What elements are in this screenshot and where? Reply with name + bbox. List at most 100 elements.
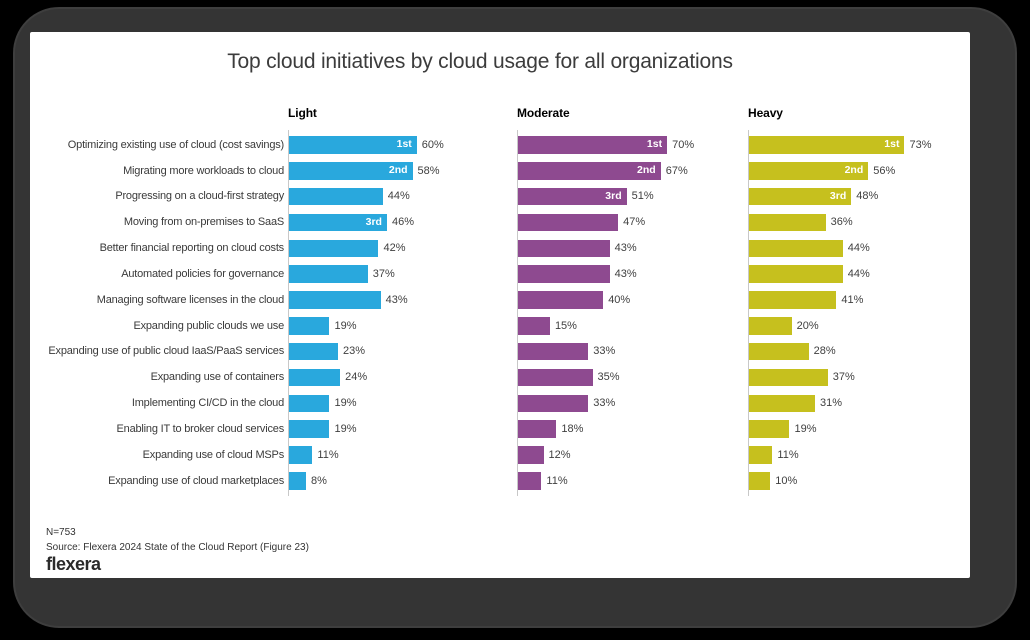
bar-light: [289, 291, 381, 309]
category-label: Better financial reporting on cloud cost…: [99, 242, 285, 255]
bar-light: [289, 472, 307, 490]
bar-light: [289, 265, 368, 283]
value-label: 46%: [391, 216, 414, 229]
value-label: 12%: [548, 448, 571, 461]
value-label: 33%: [593, 397, 616, 410]
bar-heavy: [749, 394, 816, 413]
axis-line-heavy: [748, 130, 749, 496]
column-header-heavy: Heavy: [748, 106, 783, 120]
bar-light: [289, 187, 383, 206]
bar-heavy: [749, 472, 771, 490]
value-label: 23%: [342, 345, 366, 358]
bar-heavy: 2nd: [749, 162, 869, 180]
rank-badge: 1st: [646, 138, 663, 151]
bar-light: [289, 239, 379, 258]
chart-row: Managing software licenses in the cloud 4…: [30, 291, 970, 317]
chart-row: Expanding use of containers 24% 35% 37%: [30, 368, 970, 394]
category-label: Implementing CI/CD in the cloud: [131, 397, 284, 410]
bar-moderate: [518, 472, 542, 490]
chart-row: Optimizing existing use of cloud (cost s…: [30, 136, 970, 162]
value-label: 19%: [334, 422, 357, 435]
value-label: 43%: [614, 242, 637, 255]
rank-badge: 3rd: [365, 215, 382, 228]
rank-badge: 1st: [884, 138, 900, 151]
bar-heavy: [749, 213, 826, 232]
category-label: Expanding use of cloud MSPs: [142, 448, 285, 461]
bar-light: [289, 420, 330, 438]
value-label: 40%: [608, 293, 631, 306]
bar-moderate: [518, 394, 589, 413]
axis-line-light: [288, 130, 289, 496]
value-label: 8%: [311, 474, 327, 487]
rank-badge: 1st: [396, 138, 412, 151]
value-label: 11%: [317, 448, 339, 461]
bar-light: 1st: [289, 136, 417, 154]
report-slide: Top cloud initiatives by cloud usage for…: [30, 32, 970, 578]
axis-line-moderate: [517, 130, 518, 496]
value-label: 56%: [873, 164, 896, 177]
flexera-logo: flexera: [46, 554, 101, 574]
category-label: Optimizing existing use of cloud (cost s…: [67, 138, 284, 151]
source-note: Source: Flexera 2024 State of the Cloud …: [46, 542, 309, 553]
category-label: Progressing on a cloud-first strategy: [115, 190, 284, 203]
chart-row: Expanding public clouds we use 19% 15% 20%: [30, 317, 970, 343]
value-label: 11%: [777, 448, 799, 461]
value-label: 41%: [841, 293, 864, 306]
chart-row: Progressing on a cloud-first strategy 44%…: [30, 187, 970, 213]
value-label: 37%: [832, 371, 855, 384]
bar-moderate: [518, 420, 557, 438]
category-label: Expanding use of public cloud IaaS/PaaS …: [48, 345, 284, 358]
bar-light: [289, 342, 338, 361]
value-label: 37%: [372, 267, 395, 280]
bar-moderate: [518, 213, 619, 232]
value-label: 43%: [385, 293, 408, 306]
value-label: 31%: [820, 397, 843, 410]
value-label: 51%: [631, 190, 654, 203]
value-label: 58%: [417, 164, 440, 177]
category-label: Expanding use of cloud marketplaces: [108, 474, 284, 487]
value-label: 10%: [775, 474, 798, 487]
value-label: 44%: [847, 242, 870, 255]
bar-heavy: [749, 342, 809, 361]
category-label: Enabling IT to broker cloud services: [116, 422, 285, 435]
category-label: Managing software licenses in the cloud: [96, 293, 284, 306]
value-label: 33%: [593, 345, 616, 358]
bar-heavy: [749, 368, 828, 387]
bar-light: 2nd: [289, 162, 413, 180]
value-label: 18%: [561, 422, 584, 435]
value-label: 15%: [554, 319, 577, 332]
bar-moderate: [518, 368, 593, 387]
value-label: 11%: [546, 474, 568, 487]
chart-title: Top cloud initiatives by cloud usage for…: [227, 50, 733, 73]
value-label: 28%: [813, 345, 836, 358]
value-label: 44%: [387, 190, 410, 203]
bar-light: [289, 368, 341, 387]
category-label: Moving from on-premises to SaaS: [123, 216, 284, 229]
value-label: 44%: [847, 267, 870, 280]
bar-heavy: [749, 317, 792, 335]
bar-moderate: [518, 291, 604, 309]
bar-heavy: [749, 239, 843, 258]
value-label: 36%: [830, 216, 853, 229]
bar-moderate: 1st: [518, 136, 668, 154]
chart-row: Expanding use of cloud MSPs 11% 12% 11%: [30, 446, 970, 472]
chart-row: Expanding use of cloud marketplaces 8% 11%…: [30, 472, 970, 498]
rank-badge: 3rd: [829, 189, 847, 202]
category-label: Migrating more workloads to cloud: [123, 164, 284, 177]
chart-row: Expanding use of public cloud IaaS/PaaS …: [30, 342, 970, 368]
value-label: 19%: [794, 422, 817, 435]
rank-badge: 2nd: [844, 164, 864, 177]
bar-heavy: [749, 420, 790, 438]
bar-light: 3rd: [289, 213, 387, 232]
value-label: 19%: [334, 319, 357, 332]
category-label: Automated policies for governance: [121, 267, 284, 280]
value-label: 43%: [614, 267, 637, 280]
value-label: 60%: [421, 138, 444, 151]
category-label: Expanding public clouds we use: [133, 319, 284, 332]
value-label: 48%: [856, 190, 879, 203]
chart-row: Migrating more workloads to cloud 2nd 58% 2…: [30, 162, 970, 188]
chart-row: Enabling IT to broker cloud services 19% 1…: [30, 420, 970, 446]
chart-rows: Optimizing existing use of cloud (cost s…: [30, 136, 970, 498]
chart-row: Implementing CI/CD in the cloud 19% 33% 31%: [30, 394, 970, 420]
